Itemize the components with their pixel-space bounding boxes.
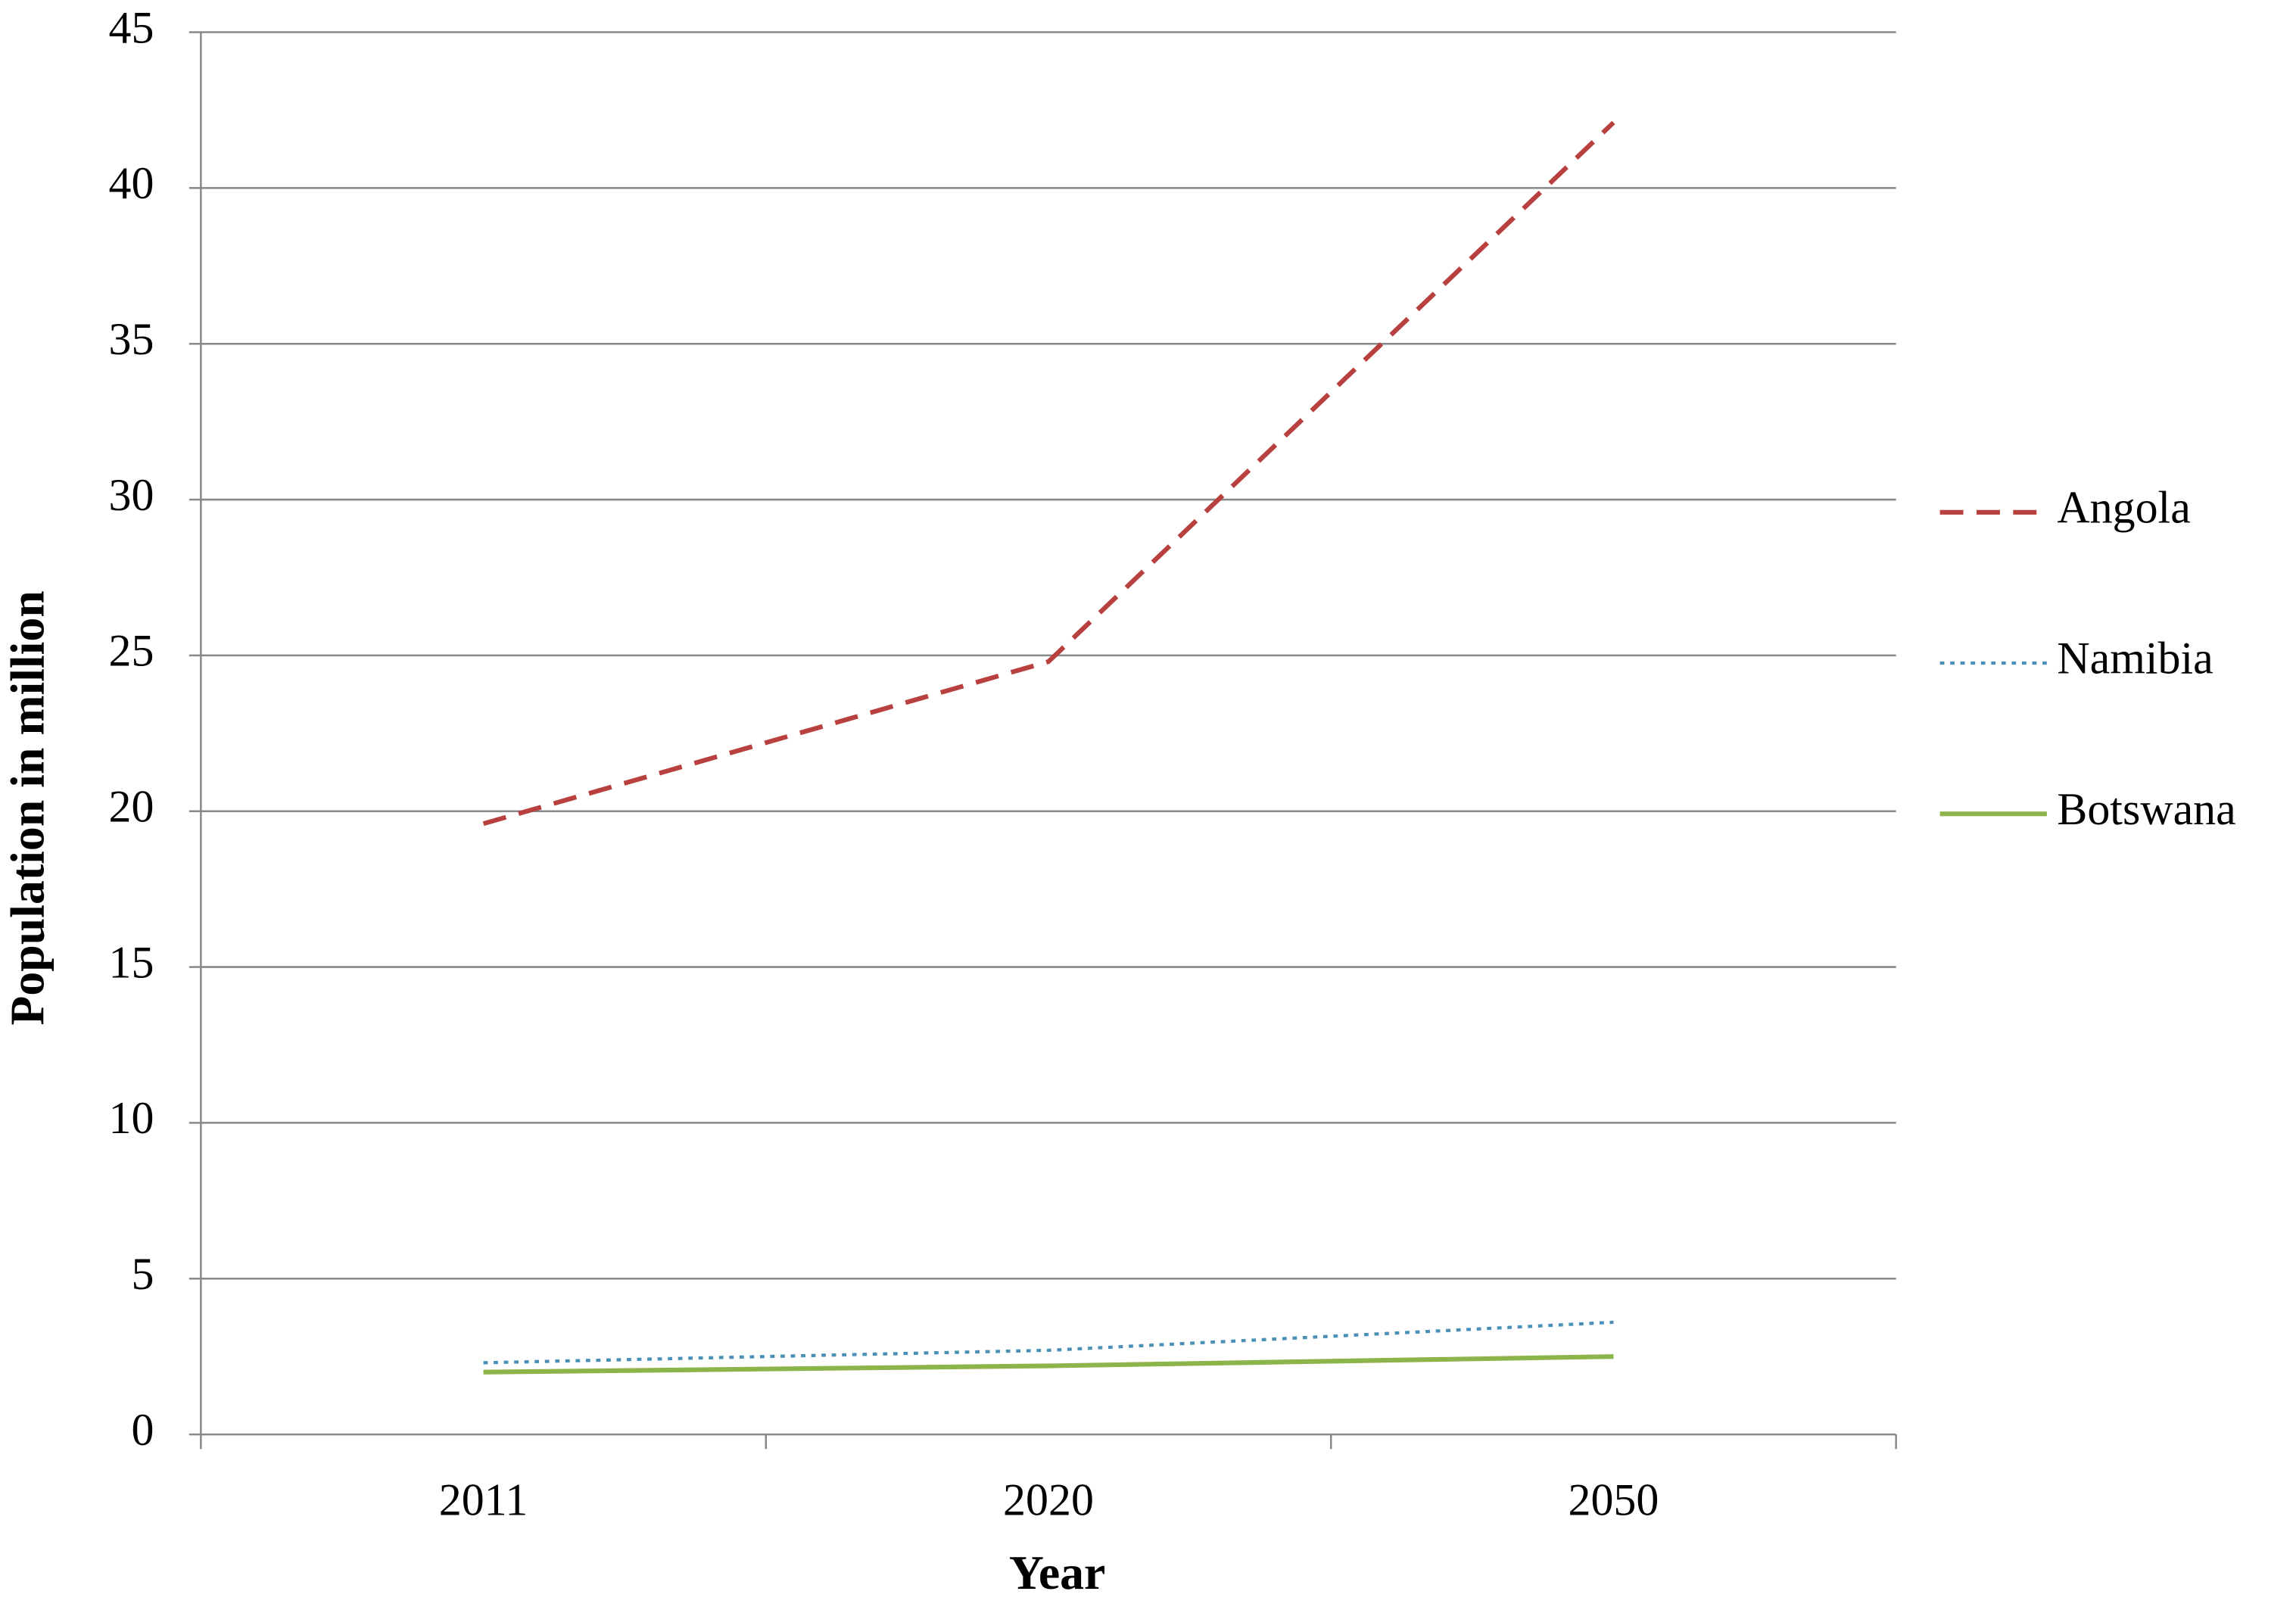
- x-tick-label: 2011: [439, 1475, 528, 1525]
- series-line: [483, 1320, 1614, 1365]
- y-tick-label: 0: [132, 1405, 154, 1455]
- x-axis-title: Year: [1009, 1546, 1106, 1599]
- y-axis-title: Population in million: [1, 590, 55, 1025]
- y-tick-label: 45: [109, 2, 154, 52]
- x-tick-label: 2020: [1003, 1475, 1094, 1525]
- x-tick-label: 2050: [1568, 1475, 1659, 1525]
- y-tick-label: 5: [132, 1249, 154, 1299]
- legend-label: Botswana: [2057, 784, 2235, 834]
- y-tick-label: 20: [109, 781, 154, 831]
- y-tick-label: 40: [109, 158, 154, 208]
- y-tick-label: 15: [109, 937, 154, 987]
- y-tick-label: 10: [109, 1093, 154, 1143]
- legend-label: Namibia: [2057, 634, 2213, 684]
- series-line: [482, 120, 1615, 827]
- y-tick-label: 35: [109, 314, 154, 364]
- y-tick-label: 25: [109, 626, 154, 676]
- legend-label: Angola: [2057, 483, 2190, 533]
- series-line: [483, 1354, 1614, 1375]
- y-tick-label: 30: [109, 470, 154, 520]
